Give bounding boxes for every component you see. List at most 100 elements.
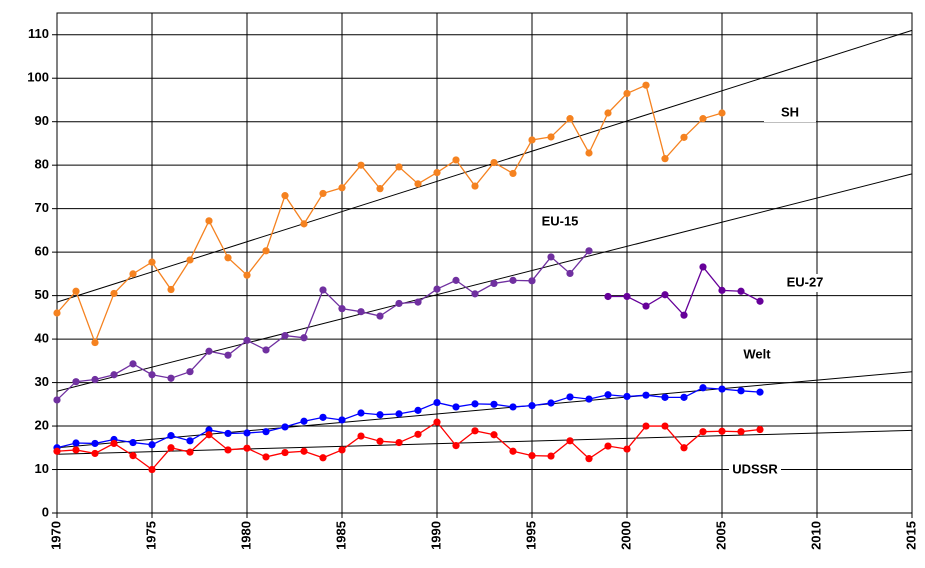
series-label: EU-27 (787, 274, 824, 289)
x-tick-label: 1970 (48, 521, 63, 550)
data-point (756, 388, 764, 396)
data-point (756, 297, 764, 305)
data-point (661, 393, 669, 401)
data-point (319, 189, 327, 198)
data-point (756, 425, 764, 434)
data-point (547, 399, 555, 407)
data-point (642, 422, 650, 430)
data-point (452, 403, 460, 411)
data-point (224, 429, 232, 438)
data-point (72, 439, 80, 447)
data-point (585, 149, 593, 157)
data-point (262, 453, 270, 461)
data-point (300, 220, 308, 228)
data-point (604, 391, 612, 399)
data-point (433, 285, 441, 293)
data-point (281, 192, 289, 200)
data-point (604, 292, 612, 301)
label-background (779, 274, 831, 292)
data-point (338, 416, 346, 424)
series-label: Welt (743, 346, 771, 361)
data-point (623, 89, 631, 98)
data-point (376, 437, 384, 445)
x-tick-label: 1975 (143, 521, 158, 550)
data-point (395, 438, 403, 447)
data-point (167, 374, 175, 382)
x-tick-label: 1995 (523, 521, 538, 550)
data-point (433, 418, 441, 426)
y-tick-label: 20 (35, 417, 49, 432)
data-point (129, 360, 137, 368)
data-point (566, 437, 574, 445)
data-point (357, 308, 365, 316)
data-point (243, 444, 251, 452)
data-point (528, 452, 536, 460)
data-point (129, 270, 137, 278)
data-point (490, 400, 498, 408)
data-point (452, 276, 460, 284)
data-point (509, 403, 517, 411)
data-point (566, 393, 574, 401)
data-point (72, 287, 80, 295)
data-point (243, 336, 251, 344)
data-point (623, 445, 631, 453)
data-point (376, 411, 384, 419)
data-point (414, 298, 422, 306)
data-point (699, 428, 707, 436)
data-point (737, 428, 745, 436)
data-point (509, 169, 517, 178)
data-point (490, 431, 498, 439)
data-point (718, 109, 726, 117)
data-point (338, 184, 346, 192)
data-point (680, 393, 688, 401)
data-point (129, 452, 137, 460)
data-point (414, 406, 422, 414)
data-point (357, 409, 365, 417)
data-point (205, 217, 213, 225)
data-point (186, 368, 194, 376)
label-background (731, 346, 783, 364)
data-point (642, 391, 650, 399)
data-point (395, 299, 403, 308)
data-point (110, 371, 118, 379)
label-background (534, 213, 586, 231)
data-point (319, 454, 327, 462)
y-tick-label: 80 (35, 157, 49, 172)
data-point (338, 446, 346, 454)
y-tick-label: 70 (35, 200, 49, 215)
data-point (148, 258, 156, 266)
data-point (737, 287, 745, 295)
data-point (623, 392, 631, 401)
data-point (623, 292, 631, 301)
data-point (471, 427, 479, 435)
y-tick-label: 0 (42, 504, 49, 519)
y-tick-label: 100 (27, 70, 49, 85)
data-point (186, 256, 194, 264)
data-point (91, 375, 99, 384)
x-tick-label: 2005 (713, 521, 728, 550)
data-point (661, 422, 669, 430)
data-point (414, 180, 422, 188)
y-tick-label: 10 (35, 461, 49, 476)
data-point (300, 334, 308, 342)
y-tick-label: 60 (35, 244, 49, 259)
x-tick-label: 1980 (238, 521, 253, 550)
data-point (661, 291, 669, 299)
data-point (547, 253, 555, 261)
trend-line (56, 29, 913, 303)
data-point (91, 338, 99, 347)
series-label: EU-15 (542, 213, 579, 228)
data-point (91, 439, 99, 448)
data-point (566, 115, 574, 123)
data-point (585, 455, 593, 463)
trend-line (56, 173, 913, 392)
data-point (585, 395, 593, 403)
data-point (224, 254, 232, 262)
data-point (509, 276, 517, 284)
data-point (699, 263, 707, 271)
data-point (53, 447, 61, 455)
data-point (376, 185, 384, 193)
data-point (186, 448, 194, 456)
data-point (490, 279, 498, 288)
